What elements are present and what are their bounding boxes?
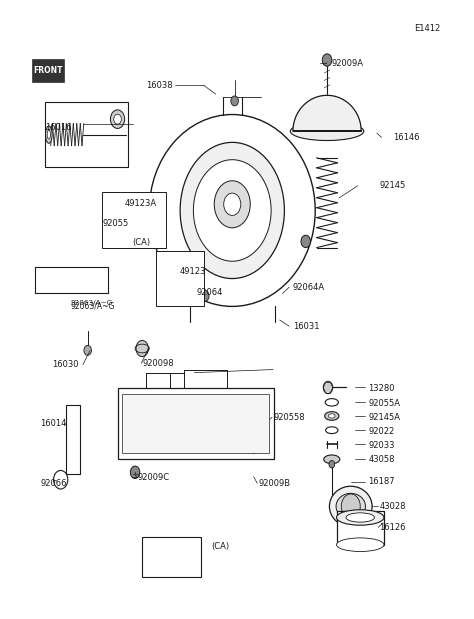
Text: 920098: 920098 (142, 359, 174, 368)
Ellipse shape (47, 130, 50, 139)
Text: 16014: 16014 (40, 419, 67, 428)
Text: 92151: 92151 (154, 561, 180, 569)
Text: FRONT: FRONT (34, 66, 63, 75)
Circle shape (301, 235, 310, 248)
Bar (35, 267, 108, 293)
Circle shape (323, 381, 333, 394)
Ellipse shape (46, 126, 52, 143)
Circle shape (248, 435, 258, 447)
Text: 92055A: 92055A (368, 399, 401, 408)
Circle shape (231, 96, 238, 106)
Text: 43028: 43028 (379, 502, 406, 511)
Circle shape (136, 340, 148, 357)
Text: (CA): (CA) (133, 238, 151, 246)
Circle shape (323, 120, 331, 130)
Circle shape (114, 114, 121, 124)
Polygon shape (293, 95, 361, 131)
Bar (142, 537, 201, 577)
Ellipse shape (324, 455, 340, 464)
Ellipse shape (128, 199, 143, 222)
Circle shape (155, 411, 174, 436)
Text: 49123A: 49123A (124, 199, 156, 207)
Bar (32, 59, 64, 82)
Text: 13280: 13280 (368, 384, 395, 393)
Text: 92055: 92055 (103, 219, 129, 228)
Text: 92063: 92063 (64, 271, 89, 277)
Text: 92063/A~G: 92063/A~G (70, 301, 115, 310)
Circle shape (149, 550, 160, 565)
Circle shape (84, 345, 91, 355)
Text: 16016: 16016 (45, 123, 72, 132)
Circle shape (180, 142, 284, 279)
Text: 16030: 16030 (52, 360, 79, 369)
Circle shape (130, 466, 140, 478)
Ellipse shape (123, 193, 147, 227)
Text: 92009C: 92009C (137, 474, 170, 482)
Text: 92009B: 92009B (258, 479, 291, 488)
Bar (45, 102, 128, 167)
Text: 92009A: 92009A (332, 59, 364, 67)
Text: 16126: 16126 (379, 523, 406, 532)
Text: 92022: 92022 (368, 427, 394, 436)
Bar (122, 394, 269, 453)
Circle shape (329, 461, 335, 468)
Text: 16038: 16038 (146, 81, 173, 90)
Text: 92033: 92033 (368, 441, 395, 449)
Text: E1412: E1412 (415, 24, 441, 33)
Circle shape (168, 270, 178, 282)
Text: 43058: 43058 (368, 455, 395, 464)
Circle shape (322, 54, 332, 66)
Ellipse shape (325, 412, 339, 420)
Text: 92064A: 92064A (293, 283, 325, 292)
Ellipse shape (346, 513, 374, 522)
Ellipse shape (328, 413, 335, 418)
Ellipse shape (336, 493, 365, 519)
Text: 920558: 920558 (273, 413, 305, 422)
Circle shape (188, 279, 196, 290)
Bar (118, 388, 274, 459)
Circle shape (115, 229, 122, 239)
Ellipse shape (329, 487, 372, 526)
Bar (182, 265, 198, 295)
Text: 16187: 16187 (368, 477, 395, 486)
Circle shape (341, 494, 360, 519)
Bar (102, 192, 166, 248)
Ellipse shape (337, 538, 384, 552)
Circle shape (147, 228, 159, 243)
Circle shape (214, 181, 250, 228)
Text: (CA): (CA) (211, 542, 229, 551)
Circle shape (110, 110, 125, 129)
Text: 92064: 92064 (196, 288, 223, 297)
Ellipse shape (290, 122, 364, 141)
Circle shape (193, 160, 271, 261)
Ellipse shape (149, 115, 315, 306)
Text: 49123: 49123 (179, 267, 206, 276)
Text: 16031: 16031 (293, 322, 319, 331)
Bar (156, 251, 204, 306)
Text: 92145: 92145 (379, 181, 405, 190)
Circle shape (163, 262, 183, 289)
Text: #1,#4: #1,#4 (37, 271, 61, 277)
Text: #2,#3: #2,#3 (37, 284, 61, 290)
Ellipse shape (337, 510, 384, 525)
Text: 92145A: 92145A (368, 413, 401, 422)
Text: 16146: 16146 (393, 133, 420, 142)
Text: 92063/A~G: 92063/A~G (70, 300, 112, 306)
Bar (337, 511, 384, 545)
Text: 92063A: 92063A (64, 284, 92, 290)
Bar (66, 405, 80, 474)
Circle shape (201, 290, 209, 301)
Text: 92066: 92066 (40, 479, 67, 488)
Circle shape (224, 193, 241, 215)
Circle shape (69, 463, 77, 474)
Ellipse shape (69, 425, 77, 430)
